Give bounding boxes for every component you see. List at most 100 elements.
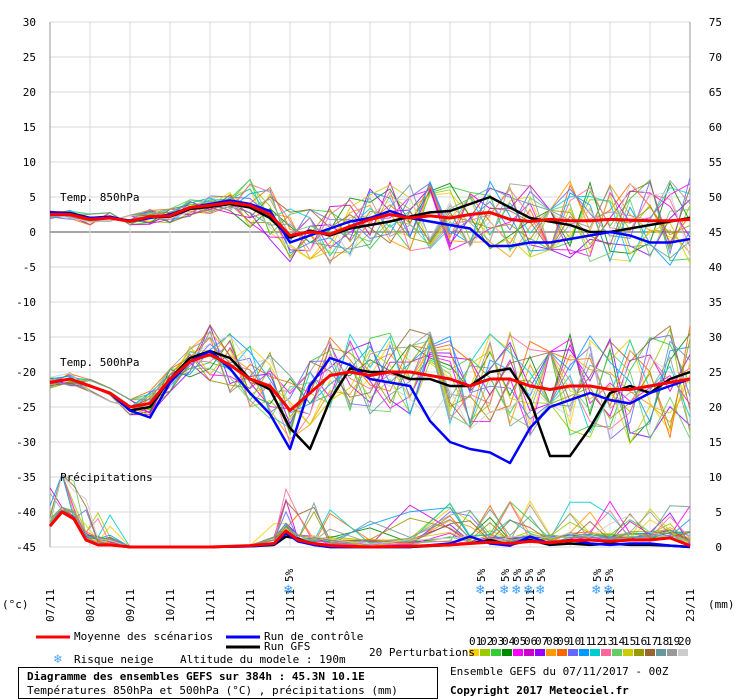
x-date-tick: 07/11 [44, 589, 57, 622]
y-right-tick: 40 [709, 261, 722, 274]
x-date-tick: 17/11 [444, 589, 457, 622]
perturbation-color-box [579, 649, 589, 656]
y-left-tick: -5 [23, 261, 36, 274]
y-right-tick: 25 [709, 366, 722, 379]
perturbation-number: 16 [634, 635, 647, 648]
perturbation-number: 01 [469, 635, 482, 648]
chart-subtitle: Températures 850hPa et 500hPa (°C) , pré… [27, 684, 398, 697]
legend-control: Run de contrôle [264, 630, 364, 643]
perturbation-color-box [667, 649, 677, 656]
x-date-tick: 18/11 [484, 589, 497, 622]
y-left-tick: 0 [29, 226, 36, 239]
panel-label-precip: Précipitations [60, 471, 153, 484]
y-right-tick: 70 [709, 51, 722, 64]
perturbation-number: 17 [645, 635, 658, 648]
perturbation-color-box [590, 649, 600, 656]
y-left-tick: -45 [16, 541, 36, 554]
y-right-tick: 35 [709, 296, 722, 309]
y-right-tick: 75 [709, 16, 722, 29]
snow-percent-label: 5% [283, 568, 296, 582]
perturbation-color-box [678, 649, 688, 656]
series-line-t850 [50, 201, 691, 237]
legend-snow: Risque neige [74, 653, 154, 666]
snowflake-icon: ❄ [524, 582, 533, 598]
chart-title: Diagramme des ensembles GEFS sur 384h : … [27, 670, 365, 683]
y-left-tick: -15 [16, 331, 36, 344]
legend-gfs: Run GFS [264, 640, 311, 653]
snow-percent-label: 5% [535, 568, 548, 582]
perturbation-color-box [491, 649, 501, 656]
snow-percent-label: 5% [603, 568, 616, 582]
run-info: Ensemble GEFS du 07/11/2017 - 00Z [450, 665, 669, 678]
series-line-t500 [49, 349, 691, 465]
perturbation-color-box [469, 649, 479, 656]
snowflake-icon: ❄ [512, 582, 521, 598]
y-left-tick: 30 [23, 16, 36, 29]
perturbation-line [49, 180, 691, 255]
snow-markers: 5%❄5%❄5%❄5%❄5%❄5%❄5%❄5%❄ [283, 568, 616, 598]
perturbation-number: 18 [656, 635, 669, 648]
perturbation-color-box [656, 649, 666, 656]
perturbation-color-box [634, 649, 644, 656]
legend-altitude: Altitude du modele : 190m [180, 653, 346, 666]
right-unit: (mm) [708, 598, 735, 611]
perturbation-number: 20 [678, 635, 691, 648]
y-left-tick: 10 [23, 156, 36, 169]
perturbation-color-box [557, 649, 567, 656]
snow-percent-label: 5% [523, 568, 536, 582]
x-date-tick: 22/11 [644, 589, 657, 622]
perturbation-line [49, 501, 691, 548]
copyright: Copyright 2017 Meteociel.fr [450, 684, 629, 697]
snowflake-icon: ❄ [604, 582, 613, 598]
x-date-tick: 08/11 [84, 589, 97, 622]
perturbation-color-box [601, 649, 611, 656]
perturbation-color-box [480, 649, 490, 656]
perturbation-number: 02 [480, 635, 493, 648]
y-right-tick: 50 [709, 191, 722, 204]
perturbation-number: 11 [579, 635, 592, 648]
perturbation-line [49, 325, 691, 438]
perturbation-number: 10 [568, 635, 581, 648]
x-date-tick: 21/11 [604, 589, 617, 622]
snow-percent-label: 5% [511, 568, 524, 582]
perturbation-number: 15 [623, 635, 636, 648]
perturbation-color-box [645, 649, 655, 656]
perturbation-number: 07 [535, 635, 548, 648]
y-right-tick: 60 [709, 121, 722, 134]
y-left-tick: -30 [16, 436, 36, 449]
y-left-tick: -35 [16, 471, 36, 484]
panel-label-t850: Temp. 850hPa [60, 191, 139, 204]
legend-perturbations: 20 Perturbations [369, 646, 475, 659]
perturbation-color-box [502, 649, 512, 656]
y-right-tick: 30 [709, 331, 722, 344]
y-left-tick: 15 [23, 121, 36, 134]
x-date-tick: 19/11 [524, 589, 537, 622]
x-date-tick: 09/11 [124, 589, 137, 622]
y-right-tick: 10 [709, 471, 722, 484]
y-right-tick: 20 [709, 401, 722, 414]
snow-percent-label: 5% [591, 568, 604, 582]
y-right-tick: 45 [709, 226, 722, 239]
perturbation-number: 05 [513, 635, 526, 648]
y-left-tick: -20 [16, 366, 36, 379]
perturbation-color-box [612, 649, 622, 656]
snowflake-icon: ❄ [284, 582, 293, 598]
x-date-tick: 12/11 [244, 589, 257, 622]
y-left-tick: 5 [29, 191, 36, 204]
perturbation-number: 12 [590, 635, 603, 648]
snowflake-icon: ❄ [500, 582, 509, 598]
x-date-tick: 10/11 [164, 589, 177, 622]
perturbation-number: 03 [491, 635, 504, 648]
perturbation-number: 08 [546, 635, 559, 648]
series-line-precip [48, 510, 691, 549]
y-left-tick: 25 [23, 51, 36, 64]
y-left-tick: -10 [16, 296, 36, 309]
perturbation-line [49, 342, 691, 418]
x-date-tick: 15/11 [364, 589, 377, 622]
perturbation-line [49, 182, 691, 262]
info-box: Diagramme des ensembles GEFS sur 384h : … [18, 667, 438, 699]
perturbation-number: 06 [524, 635, 537, 648]
x-date-tick: 14/11 [324, 589, 337, 622]
